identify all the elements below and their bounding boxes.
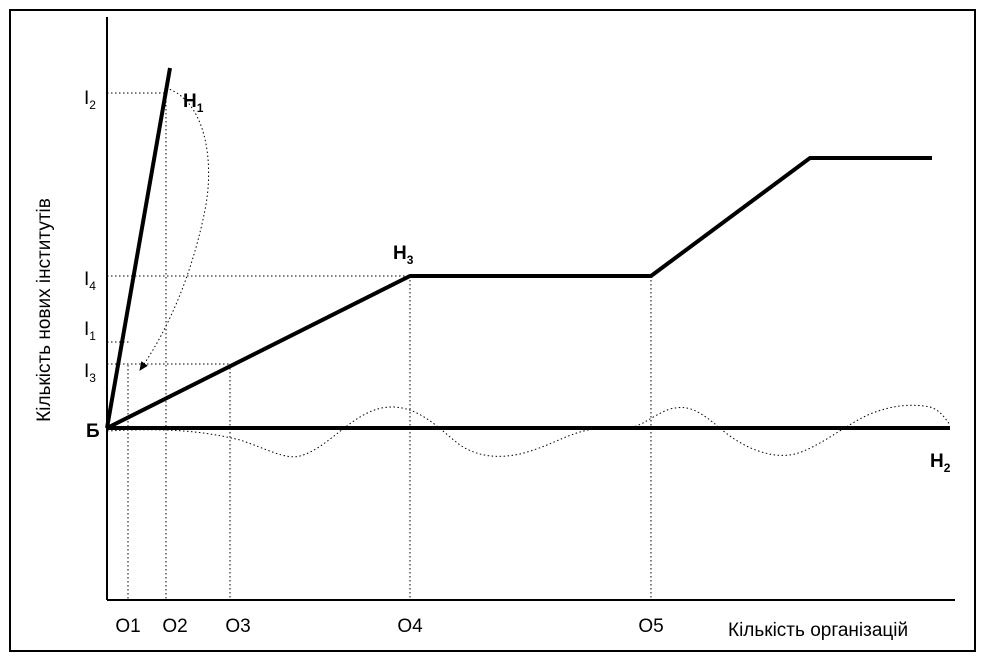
curve-label-h1: H1 [183,91,204,115]
diagram-frame [9,9,976,652]
x-tick-o1: O1 [115,616,140,637]
y-tick-i3: I3 [84,361,96,385]
x-tick-o3: O3 [225,616,250,637]
x-axis-label: Кількість організацій [728,620,908,641]
curve-label-h3: H3 [393,243,414,267]
x-tick-o5: O5 [638,616,663,637]
curve-h1 [105,67,172,429]
loop-arrow [139,87,210,371]
y-tick-i1: I1 [84,319,96,343]
x-tick-o2: O2 [162,616,187,637]
curve-label-h2: H2 [930,451,951,475]
y-tick-i4: I4 [84,269,96,293]
y-tick-i2: I2 [84,88,96,112]
y-axis-label: Кількість нових інститутів [34,198,55,422]
x-tick-o4: O4 [397,616,423,637]
oscillation-curve [106,404,951,458]
origin-label: Б [86,421,100,442]
guide-lines [107,92,652,600]
curve-h3 [106,156,932,430]
